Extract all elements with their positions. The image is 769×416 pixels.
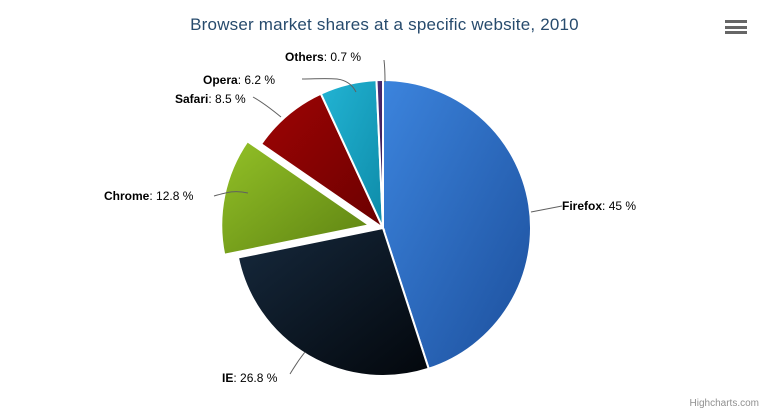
data-label-others-value: 0.7 % xyxy=(330,50,362,64)
data-label-others-name: Others xyxy=(285,50,324,64)
pie-connector-lines-group xyxy=(213,59,563,375)
data-label-chrome[interactable]: Chrome: 12.8 % xyxy=(104,189,193,203)
pie-slice-firefox[interactable] xyxy=(382,78,532,371)
pie-slices-group xyxy=(220,78,532,377)
connector-others xyxy=(383,59,386,83)
connector-firefox xyxy=(530,205,563,213)
data-label-safari[interactable]: Safari: 8.5 % xyxy=(175,92,246,106)
data-label-safari-sep: : xyxy=(208,92,216,106)
connector-safari xyxy=(252,96,282,118)
data-label-firefox[interactable]: Firefox: 45 % xyxy=(562,199,636,213)
data-label-opera-name: Opera xyxy=(203,73,238,87)
data-label-others[interactable]: Others: 0.7 % xyxy=(285,50,361,64)
connector-opera xyxy=(301,78,357,93)
data-label-opera-sep: : xyxy=(237,73,245,87)
pie-slice-others[interactable] xyxy=(375,78,384,229)
pie-slice-ie[interactable] xyxy=(236,226,430,377)
credits-link[interactable]: Highcharts.com xyxy=(689,398,759,409)
data-label-safari-value: 8.5 % xyxy=(215,92,246,106)
data-label-ie[interactable]: IE: 26.8 % xyxy=(222,371,277,385)
menu-bar-1 xyxy=(725,20,747,23)
data-label-opera[interactable]: Opera: 6.2 % xyxy=(203,73,275,87)
data-label-firefox-value: 45 % xyxy=(608,199,637,213)
pie-slice-chrome[interactable] xyxy=(220,139,372,256)
menu-bar-2 xyxy=(725,25,747,29)
hamburger-menu-icon[interactable] xyxy=(725,18,749,36)
data-label-chrome-name: Chrome xyxy=(104,189,150,203)
data-label-firefox-name: Firefox xyxy=(562,199,603,213)
data-label-opera-value: 6.2 % xyxy=(244,73,276,87)
data-label-ie-sep: : xyxy=(233,371,241,385)
data-label-chrome-value: 12.8 % xyxy=(156,189,194,203)
data-label-others-sep: : xyxy=(323,50,331,64)
connector-ie xyxy=(289,351,306,375)
connector-chrome xyxy=(213,191,249,197)
menu-bar-3 xyxy=(725,31,747,34)
data-label-ie-value: 26.8 % xyxy=(240,371,278,385)
data-label-chrome-sep: : xyxy=(149,189,157,203)
data-label-ie-name: IE xyxy=(222,371,234,385)
data-label-safari-name: Safari xyxy=(175,92,209,106)
chart-title: Browser market shares at a specific webs… xyxy=(190,15,579,34)
data-label-firefox-sep: : xyxy=(602,199,609,213)
